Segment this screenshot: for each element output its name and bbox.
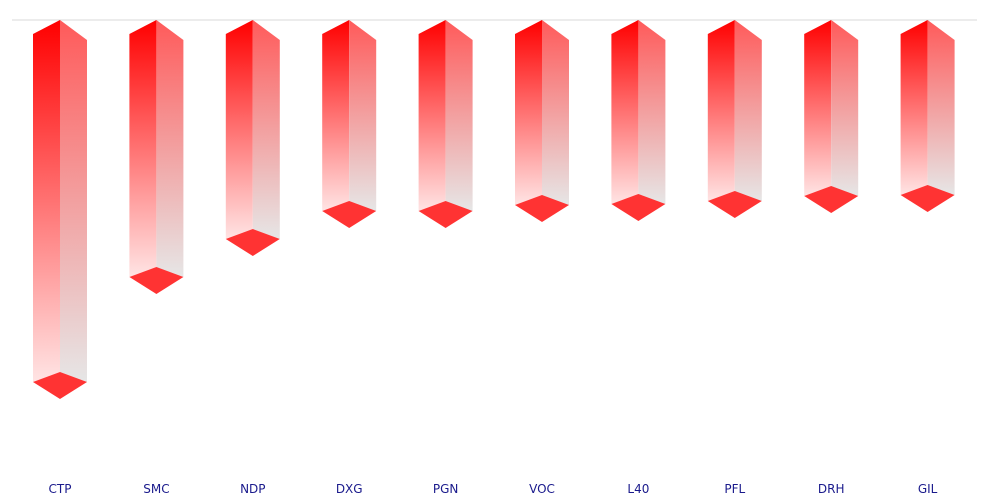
x-tick-label: L40 (627, 482, 649, 496)
bar-cap (225, 229, 280, 256)
bar-side-face (638, 20, 666, 204)
bar-side-face (156, 20, 184, 277)
x-tick-label: DRH (818, 482, 845, 496)
bar-smc[interactable] (129, 20, 184, 294)
bar-dxg[interactable] (322, 20, 377, 228)
bar-gil[interactable] (900, 20, 955, 212)
bar-side-face (445, 20, 473, 211)
bar-cap (611, 194, 666, 221)
bar-pgn[interactable] (418, 20, 473, 228)
bar-front-face (707, 20, 735, 201)
bar-side-face (927, 20, 955, 195)
x-tick-label: NDP (240, 482, 265, 496)
bar-l40[interactable] (611, 20, 666, 221)
x-tick-label: PFL (724, 482, 745, 496)
x-tick-label: VOC (529, 482, 555, 496)
bar-cap (707, 191, 762, 218)
x-tick-label: PGN (433, 482, 459, 496)
bar-side-face (60, 20, 87, 382)
bar-front-face (33, 20, 60, 382)
bar-front-face (129, 20, 157, 277)
bar-front-face (804, 20, 832, 196)
x-tick-label: GIL (918, 482, 938, 496)
bar-cap (418, 201, 473, 228)
bar-front-face (418, 20, 446, 211)
bar-front-face (225, 20, 253, 239)
bar-front-face (611, 20, 639, 204)
bar-ndp[interactable] (225, 20, 280, 256)
bar-voc[interactable] (515, 20, 569, 222)
bar-cap (33, 372, 87, 399)
bar-cap (322, 201, 377, 228)
bar-side-face (542, 20, 569, 205)
x-tick-label: DXG (336, 482, 363, 496)
bar-cap (900, 185, 955, 212)
bar-pfl[interactable] (707, 20, 762, 218)
bar-side-face (734, 20, 762, 201)
bar-drh[interactable] (804, 20, 859, 213)
bar-ctp[interactable] (33, 20, 87, 399)
bar-cap (804, 186, 859, 213)
bar-side-face (831, 20, 859, 196)
x-tick-label: CTP (49, 482, 72, 496)
bar-front-face (900, 20, 928, 195)
bar-front-face (322, 20, 350, 211)
bar-cap (515, 195, 569, 222)
x-tick-label: SMC (143, 482, 169, 496)
bar-front-face (515, 20, 542, 205)
bar-side-face (252, 20, 280, 239)
bar-side-face (349, 20, 377, 211)
bar-cap (129, 267, 184, 294)
